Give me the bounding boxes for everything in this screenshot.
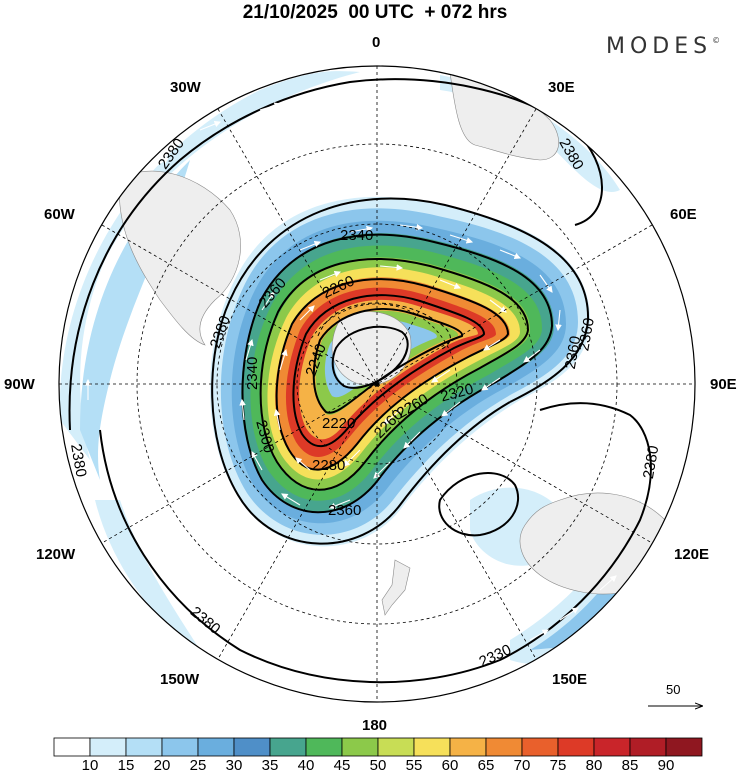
colorbar-tick-label: 15 bbox=[117, 757, 135, 774]
height-contour-dashed bbox=[317, 302, 451, 351]
contour-label: 2220 bbox=[322, 415, 355, 432]
south-america bbox=[119, 170, 241, 346]
colorbar-tick-label: 25 bbox=[189, 757, 207, 774]
longitude-label-180: 180 bbox=[362, 717, 388, 734]
copyright-mark: © bbox=[712, 36, 721, 45]
longitude-label-120w: 120W bbox=[36, 546, 76, 563]
contour-label: 2360 bbox=[328, 502, 361, 519]
new-zealand bbox=[381, 559, 411, 616]
colorbar-tick-label: 55 bbox=[405, 757, 423, 774]
longitude-label-60e: 60E bbox=[670, 206, 697, 223]
colorbar-tick-label: 85 bbox=[621, 757, 639, 774]
longitude-label-30w: 30W bbox=[170, 79, 201, 96]
landmasses bbox=[119, 71, 667, 616]
map-title: 21/10/2025 00 UTC + 072 hrs bbox=[242, 2, 508, 23]
colorbar-swatch bbox=[161, 737, 199, 757]
colorbar-swatch bbox=[665, 737, 703, 757]
colorbar-tick-label: 50 bbox=[369, 757, 387, 774]
longitude-label-90w: 90W bbox=[4, 376, 35, 393]
longitude-label-150w: 150W bbox=[160, 671, 200, 688]
brand-name: MODES bbox=[606, 34, 713, 59]
contour-label: 2380 bbox=[67, 443, 90, 479]
colorbar-tick-label: 65 bbox=[477, 757, 495, 774]
colorbar-swatch bbox=[269, 737, 307, 757]
colorbar-swatch bbox=[377, 737, 415, 757]
colorbar-tick-label: 35 bbox=[261, 757, 279, 774]
map-disc-content bbox=[59, 66, 695, 702]
colorbar-swatch bbox=[485, 737, 523, 757]
longitude-label-90e: 90E bbox=[710, 376, 737, 393]
colorbar-swatch bbox=[557, 737, 595, 757]
longitude-label-120e: 120E bbox=[674, 546, 710, 563]
contour-label: 2380 bbox=[640, 444, 663, 480]
colorbar-swatch bbox=[233, 737, 271, 757]
colorbar-swatch bbox=[413, 737, 451, 757]
modes-logo: MODES© bbox=[606, 34, 720, 59]
colorbar bbox=[53, 737, 703, 757]
colorbar-tick-label: 75 bbox=[549, 757, 567, 774]
colorbar-tick-label: 70 bbox=[513, 757, 531, 774]
longitude-label-0: 0 bbox=[372, 34, 381, 51]
colorbar-swatch bbox=[305, 737, 343, 757]
colorbar-swatch bbox=[53, 737, 91, 757]
colorbar-tick-label: 80 bbox=[585, 757, 603, 774]
colorbar-swatch bbox=[89, 737, 127, 757]
contour-label: 2340 bbox=[340, 227, 373, 244]
colorbar-tick-label: 60 bbox=[441, 757, 459, 774]
longitude-label-150e: 150E bbox=[552, 671, 588, 688]
colorbar-swatch bbox=[521, 737, 559, 757]
contour-label: 2360 bbox=[575, 316, 598, 352]
colorbar-swatch bbox=[629, 737, 667, 757]
longitude-label-60w: 60W bbox=[44, 206, 75, 223]
contour-label: 2340 bbox=[244, 357, 261, 390]
longitude-label-30e: 30E bbox=[548, 79, 575, 96]
colorbar-swatch bbox=[341, 737, 379, 757]
colorbar-tick-label: 40 bbox=[297, 757, 315, 774]
colorbar-swatch bbox=[593, 737, 631, 757]
colorbar-tick-label: 10 bbox=[81, 757, 99, 774]
vector-reference-label: 50 bbox=[666, 682, 681, 697]
colorbar-tick-label: 45 bbox=[333, 757, 351, 774]
wind-vectors bbox=[84, 102, 617, 641]
colorbar-tick-label: 20 bbox=[153, 757, 171, 774]
colorbar-tick-label: 30 bbox=[225, 757, 243, 774]
colorbar-swatch bbox=[125, 737, 163, 757]
contour-label: 2280 bbox=[312, 457, 345, 474]
colorbar-swatch bbox=[197, 737, 235, 757]
colorbar-tick-label: 90 bbox=[657, 757, 675, 774]
map-border bbox=[58, 65, 696, 703]
contour-label: 2360 bbox=[562, 335, 585, 371]
south-pole-marker bbox=[374, 381, 380, 387]
colorbar-swatch bbox=[449, 737, 487, 757]
